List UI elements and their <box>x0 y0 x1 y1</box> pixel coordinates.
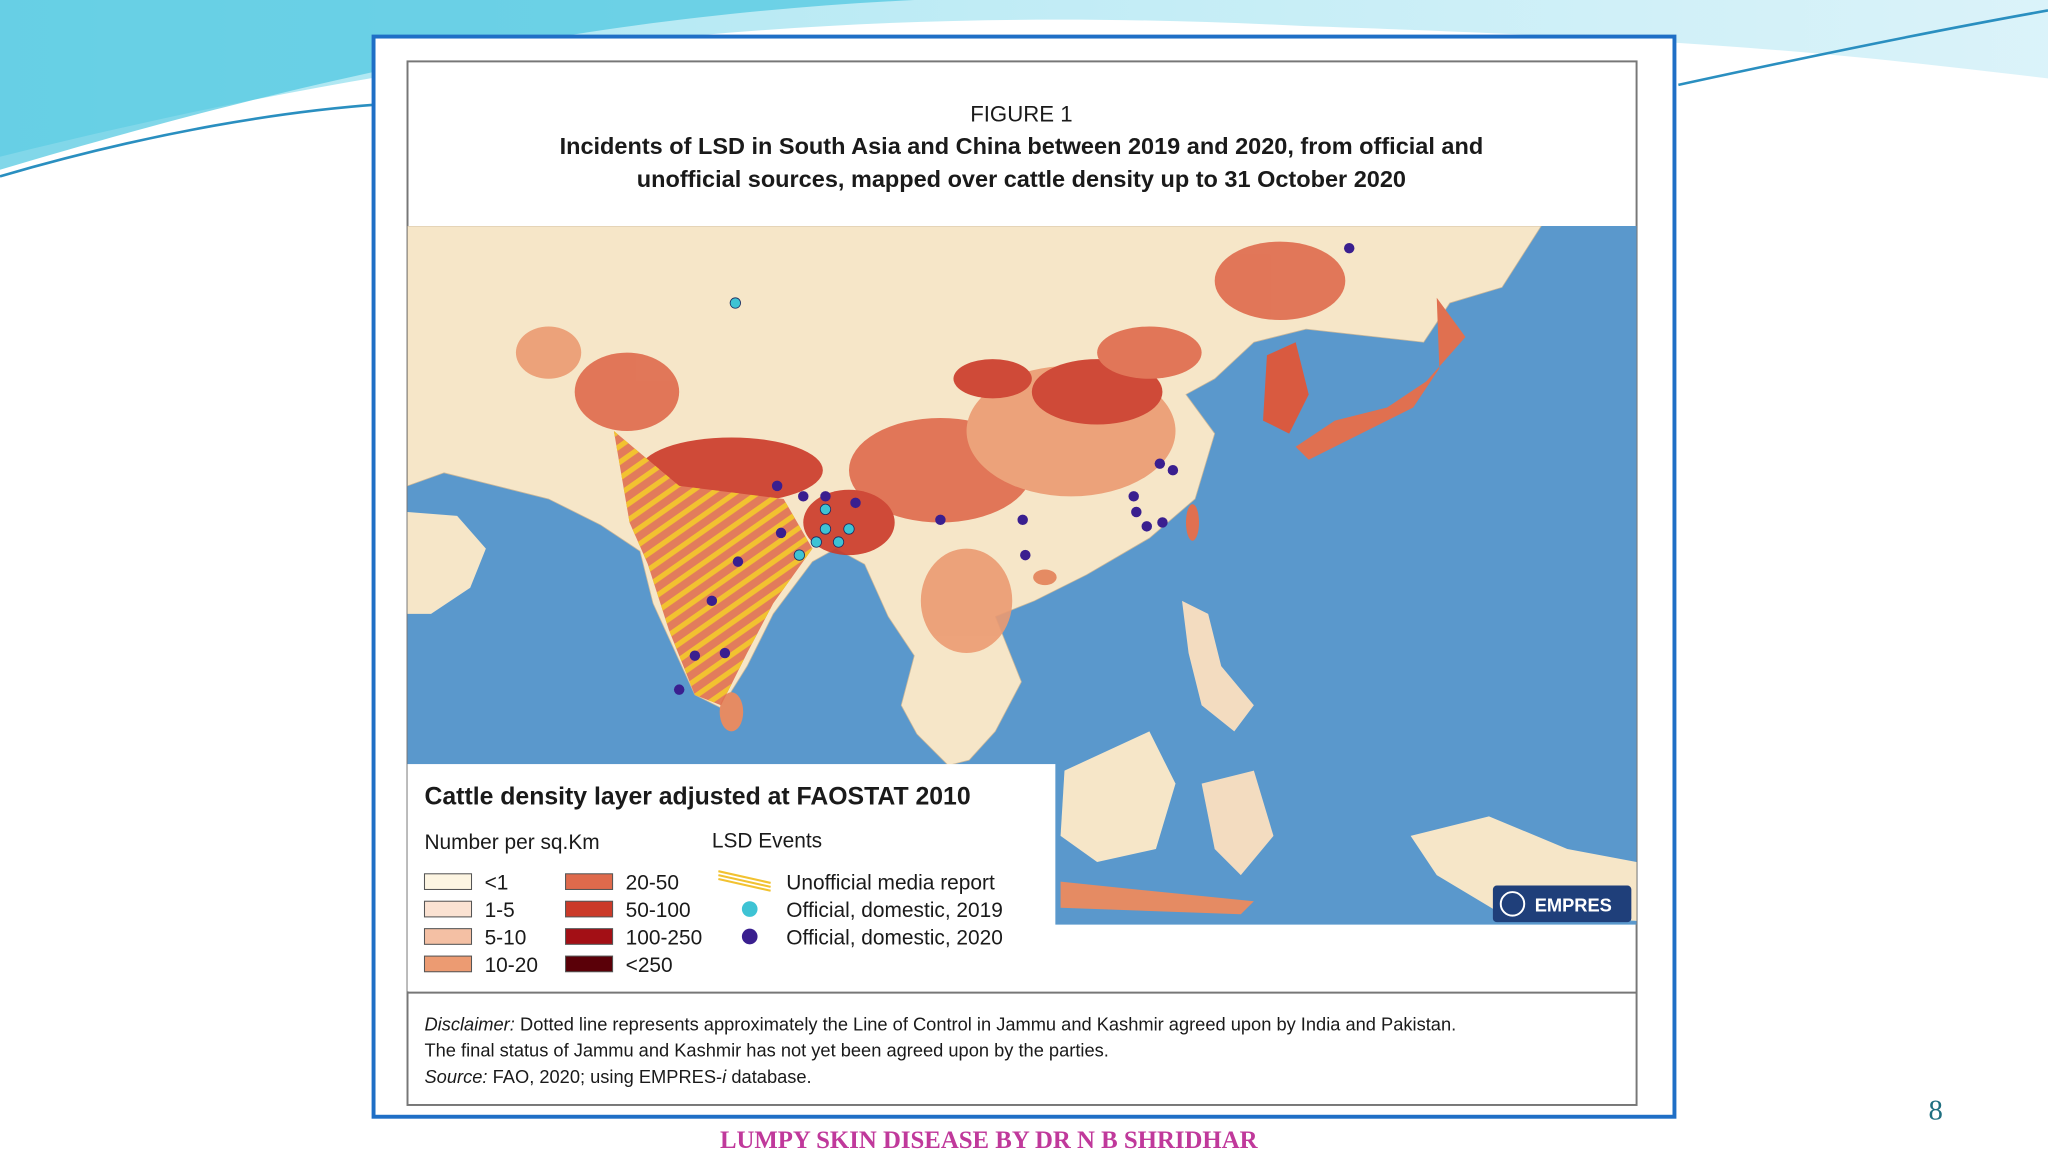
figure-label: FIGURE 1 <box>970 101 1072 126</box>
legend-swatch <box>565 928 614 945</box>
legend-hatch <box>718 878 771 892</box>
disclaimer: Disclaimer: Dotted line represents approx… <box>424 1014 1456 1035</box>
page-number: 8 <box>1928 1094 1942 1126</box>
legend-label: 1-5 <box>485 899 515 922</box>
disclaimer: The final status of Jammu and Kashmir ha… <box>424 1040 1108 1061</box>
legend-label: 100-250 <box>626 926 703 949</box>
legend-swatch <box>565 955 614 973</box>
disclaimer-label: Disclaimer: <box>424 1014 514 1035</box>
source-label: Source: <box>424 1066 487 1087</box>
legend-swatch <box>423 873 473 890</box>
source-em: i <box>722 1066 727 1087</box>
legend-label: 10-20 <box>485 954 538 977</box>
logo: EMPRES <box>1535 895 1612 916</box>
legend-label: 50-100 <box>626 899 691 922</box>
legend-label: Official, domestic, 2020 <box>786 926 1003 949</box>
footer: LUMPY SKIN DISEASE BY DR N B SHRIDHAR <box>720 1127 1259 1152</box>
source: Source: FAO, 2020; using EMPRES-i database… <box>424 1066 811 1087</box>
legend-title: Cattle density layer adjusted at FAOSTAT… <box>424 784 970 811</box>
legend-header: Number per sq.Km <box>424 831 599 854</box>
legend-swatch <box>423 900 473 918</box>
figure-title: unofficial sources, mapped over cattle d… <box>637 166 1406 192</box>
source-text: database. <box>731 1066 811 1087</box>
legend-hatch <box>718 874 771 888</box>
legend-dot <box>741 928 758 945</box>
legend-swatch <box>423 955 473 973</box>
legend-label: 5-10 <box>485 926 527 949</box>
legend-swatch <box>565 873 614 890</box>
legend-label: Official, domestic, 2019 <box>786 899 1003 922</box>
legend-label: 20-50 <box>626 871 679 894</box>
legend-swatch <box>565 900 614 918</box>
legend-hatch <box>718 870 771 884</box>
legend-dot <box>741 901 758 917</box>
legend-label: <250 <box>626 954 673 977</box>
figure-title: Incidents of LSD in South Asia and China… <box>560 133 1484 159</box>
disclaimer-text: Dotted line represents approximately the… <box>520 1014 1456 1035</box>
legend-swatch <box>423 928 473 945</box>
source-text: FAO, 2020; using EMPRES- <box>493 1066 722 1087</box>
legend: <1 1-5 5-10 10-20 20-50 50-100 100-250 <250 Unof… <box>423 870 1003 977</box>
legend-label: <1 <box>485 871 509 894</box>
legend-label: Unofficial media report <box>786 871 995 894</box>
legend-header: LSD Events <box>712 830 822 853</box>
